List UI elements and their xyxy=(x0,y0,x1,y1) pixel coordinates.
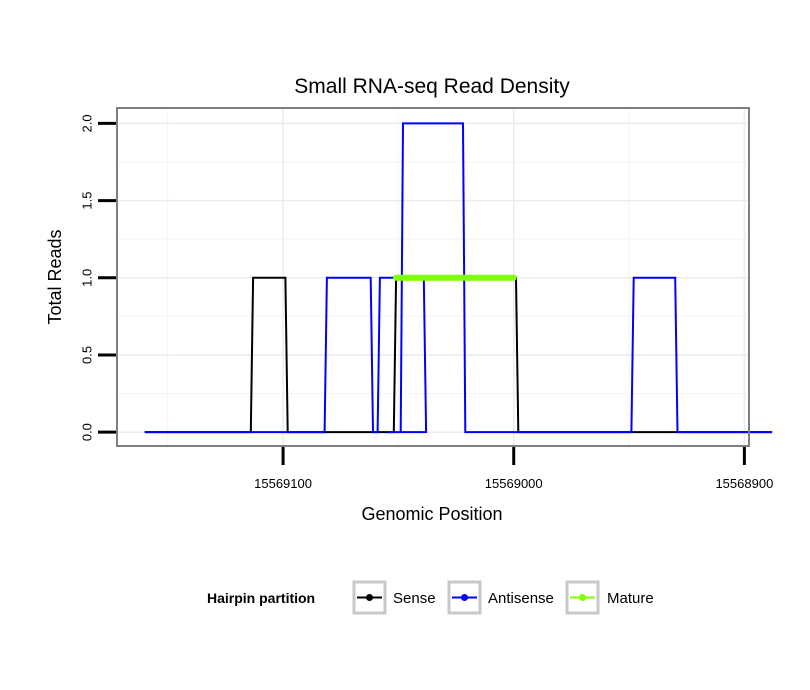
y-tick-label: 0.5 xyxy=(80,346,95,364)
legend-item-antisense: Antisense xyxy=(447,580,554,615)
series-lines xyxy=(144,122,773,434)
plot-border xyxy=(116,107,750,447)
y-tick-label: 1.5 xyxy=(80,192,95,210)
legend-point-antisense xyxy=(461,594,468,601)
legend-label-mature: Mature xyxy=(607,590,654,607)
y-tick-label: 1.0 xyxy=(80,269,95,287)
mature-point xyxy=(393,274,400,281)
mature-point xyxy=(510,274,517,281)
legend: Hairpin partition Sense Antisense Mature xyxy=(207,580,654,615)
x-tick-label: 15569000 xyxy=(485,476,543,491)
legend-label-antisense: Antisense xyxy=(488,590,554,607)
legend-point-sense xyxy=(366,594,373,601)
legend-title: Hairpin partition xyxy=(207,590,315,606)
y-tick-label: 2.0 xyxy=(80,114,95,132)
legend-label-sense: Sense xyxy=(393,590,436,607)
x-tick-label: 15568900 xyxy=(715,476,773,491)
series-line-antisense xyxy=(144,122,773,434)
axes: 0.0 0.5 1.0 1.5 2.0 15569100 15569000 15568900 xyxy=(80,114,774,491)
x-tick-label: 15569100 xyxy=(254,476,312,491)
y-axis-title: Total Reads xyxy=(45,229,65,324)
y-tick-label: 0.0 xyxy=(80,423,95,441)
legend-item-sense: Sense xyxy=(352,580,436,615)
chart-title: Small RNA-seq Read Density xyxy=(294,75,570,98)
x-axis-title: Genomic Position xyxy=(361,504,502,524)
legend-point-mature xyxy=(579,594,586,601)
series-line-sense xyxy=(144,276,773,434)
legend-item-mature: Mature xyxy=(565,580,654,615)
